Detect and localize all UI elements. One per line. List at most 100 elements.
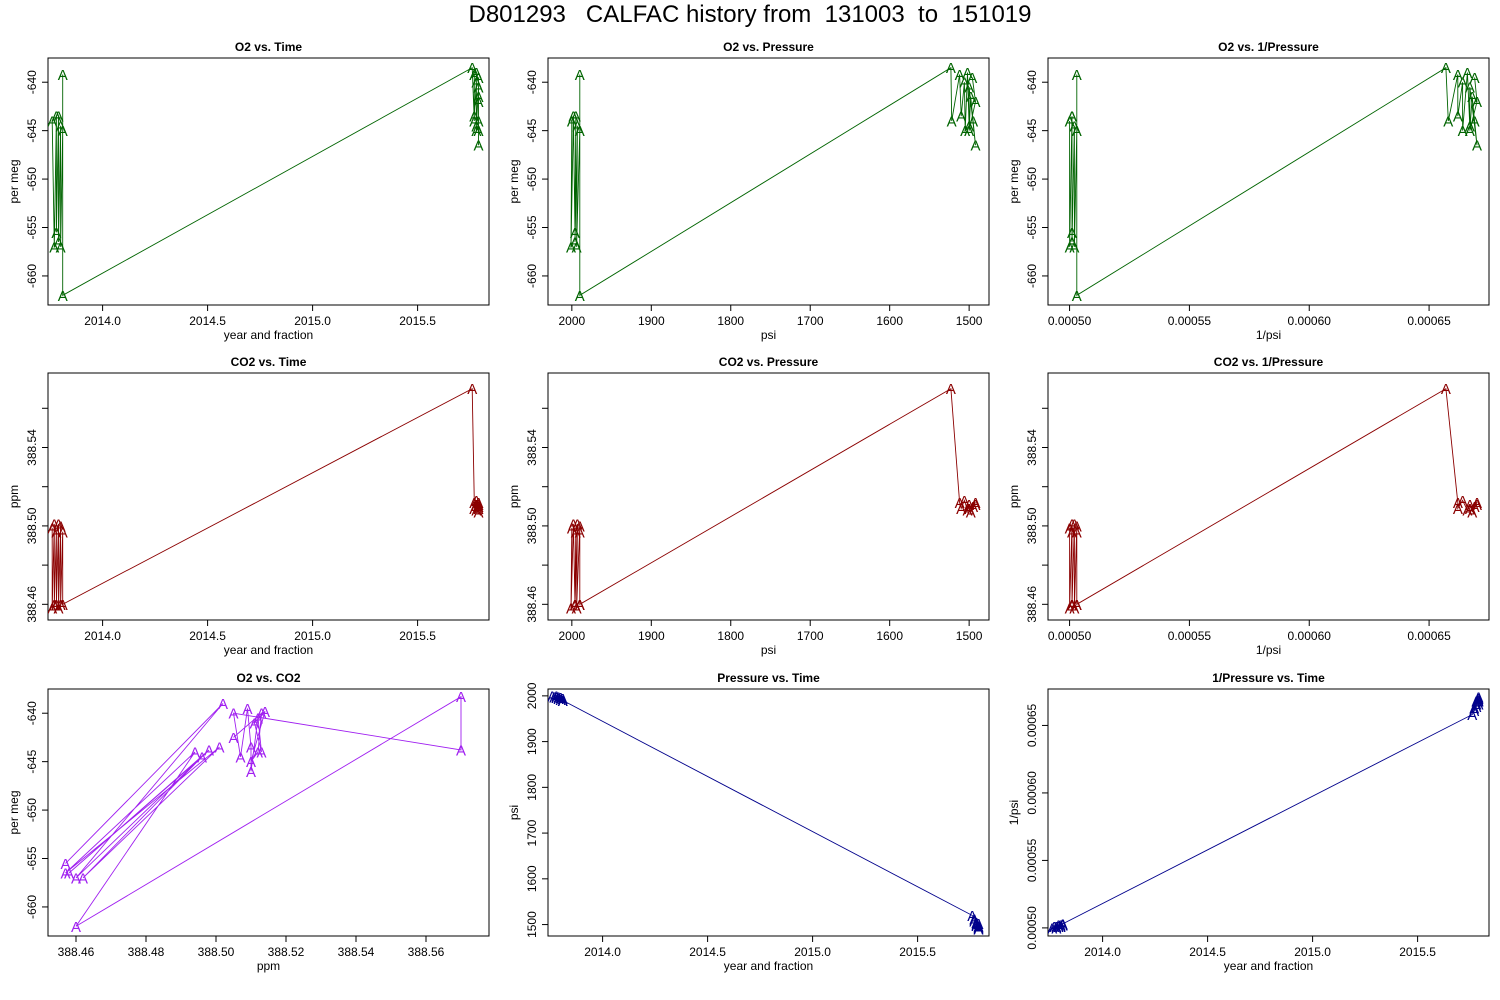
x-axis-label: ppm <box>257 959 280 973</box>
data-point: A <box>966 505 976 522</box>
x-axis-label: year and fraction <box>1224 959 1313 973</box>
y-tick-label: -660 <box>1025 264 1039 288</box>
x-tick-label: 2014.5 <box>1189 945 1226 959</box>
data-point: A <box>53 516 63 533</box>
chart-title: O2 vs. CO2 <box>236 671 300 685</box>
data-point: A <box>964 118 974 135</box>
x-tick-label: 2000 <box>558 314 585 328</box>
data-point: A <box>469 109 479 126</box>
data-point: A <box>567 113 577 130</box>
y-tick-label: 1900 <box>525 728 539 755</box>
data-point: A <box>572 239 582 256</box>
data-point: A <box>49 597 59 614</box>
data-point: A <box>1441 381 1451 398</box>
y-tick-label: 1500 <box>525 911 539 938</box>
x-tick-label: 0.00050 <box>1048 314 1092 328</box>
data-point: A <box>566 601 576 618</box>
series-line <box>65 695 462 927</box>
data-point: A <box>64 866 74 883</box>
chart-title: Pressure vs. Time <box>717 671 820 685</box>
data-point: A <box>558 693 568 710</box>
data-point: A <box>78 870 88 887</box>
chart-title: O2 vs. Pressure <box>723 40 814 54</box>
y-axis-label: ppm <box>1007 485 1021 508</box>
data-point: A <box>969 912 979 929</box>
data-point: A <box>228 706 238 723</box>
y-tick-label: -660 <box>525 264 539 288</box>
x-tick-label: 388.56 <box>408 945 445 959</box>
y-tick-label: -660 <box>25 264 39 288</box>
x-tick-label: 1600 <box>876 314 903 328</box>
data-point: A <box>1053 919 1063 936</box>
data-point: A <box>1465 123 1475 140</box>
data-point: A <box>572 118 582 135</box>
data-point: A <box>467 60 477 77</box>
data-point: A <box>53 109 63 126</box>
data-point: A <box>1473 694 1483 711</box>
data-point: A <box>1072 597 1082 614</box>
data-point: A <box>955 67 965 84</box>
data-point: A <box>1443 113 1453 130</box>
data-point: A <box>51 225 61 242</box>
data-point: A <box>469 67 479 84</box>
chart-title: CO2 vs. 1/Pressure <box>1214 355 1324 369</box>
data-point: A <box>456 689 466 706</box>
data-point: A <box>58 67 68 84</box>
data-point: A <box>1472 94 1482 111</box>
x-tick-label: 2014.5 <box>689 945 726 959</box>
x-tick-label: 1500 <box>956 629 983 643</box>
x-tick-label: 0.00055 <box>1168 314 1212 328</box>
data-point: A <box>1472 138 1482 155</box>
y-tick-label: 1800 <box>525 774 539 801</box>
data-point: A <box>56 597 66 614</box>
plot-frame <box>1047 688 1490 937</box>
x-tick-label: 1700 <box>797 314 824 328</box>
y-tick-label: -650 <box>1025 167 1039 191</box>
y-axis-label: ppm <box>507 485 521 508</box>
data-point: A <box>575 518 585 535</box>
plot-frame <box>47 372 490 621</box>
data-point: A <box>1471 694 1481 711</box>
figure-title: D801293 CALFAC history from 131003 to 15… <box>468 1 1032 28</box>
chart-o2-vs-co2: O2 vs. CO2 388.46 388.48 388.50 388.52 388.54… <box>7 671 490 973</box>
data-point: A <box>966 89 976 106</box>
x-tick-label: 1600 <box>876 629 903 643</box>
data-point: A <box>970 94 980 111</box>
data-point: A <box>1473 692 1483 709</box>
chart-title: O2 vs. Time <box>235 40 302 54</box>
y-tick-label: 388.54 <box>1025 429 1039 466</box>
data-point: A <box>1470 499 1480 516</box>
x-tick-label: 0.00065 <box>1407 629 1451 643</box>
data-point: A <box>1067 516 1077 533</box>
x-axis-label: 1/psi <box>1256 643 1281 657</box>
data-point: A <box>1065 520 1075 537</box>
data-point: A <box>1467 707 1477 724</box>
y-tick-label: 0.00060 <box>1025 771 1039 815</box>
chart-pressure-vs-time: Pressure vs. Time 2014.0 2014.5 2015.0 2015.… <box>507 671 990 973</box>
data-point: A <box>575 288 585 305</box>
data-point: A <box>946 381 956 398</box>
data-point: A <box>235 749 245 766</box>
data-point: A <box>51 597 61 614</box>
x-tick-label: 388.46 <box>58 945 95 959</box>
data-point: A <box>47 113 57 130</box>
data-point: A <box>1053 918 1063 935</box>
data-point: A <box>1471 696 1481 713</box>
data-point: A <box>956 109 966 126</box>
data-point: A <box>971 918 981 935</box>
data-point: A <box>246 764 256 781</box>
data-point: A <box>473 89 483 106</box>
x-tick-label: 1700 <box>797 629 824 643</box>
data-point: A <box>53 601 63 618</box>
data-point: A <box>963 503 973 520</box>
y-tick-label: -640 <box>1025 70 1039 94</box>
x-tick-label: 2015.5 <box>899 945 936 959</box>
data-point: A <box>568 516 578 533</box>
data-point: A <box>1067 235 1077 252</box>
y-tick-label: 388.50 <box>1025 507 1039 544</box>
x-tick-label: 0.00060 <box>1288 629 1332 643</box>
